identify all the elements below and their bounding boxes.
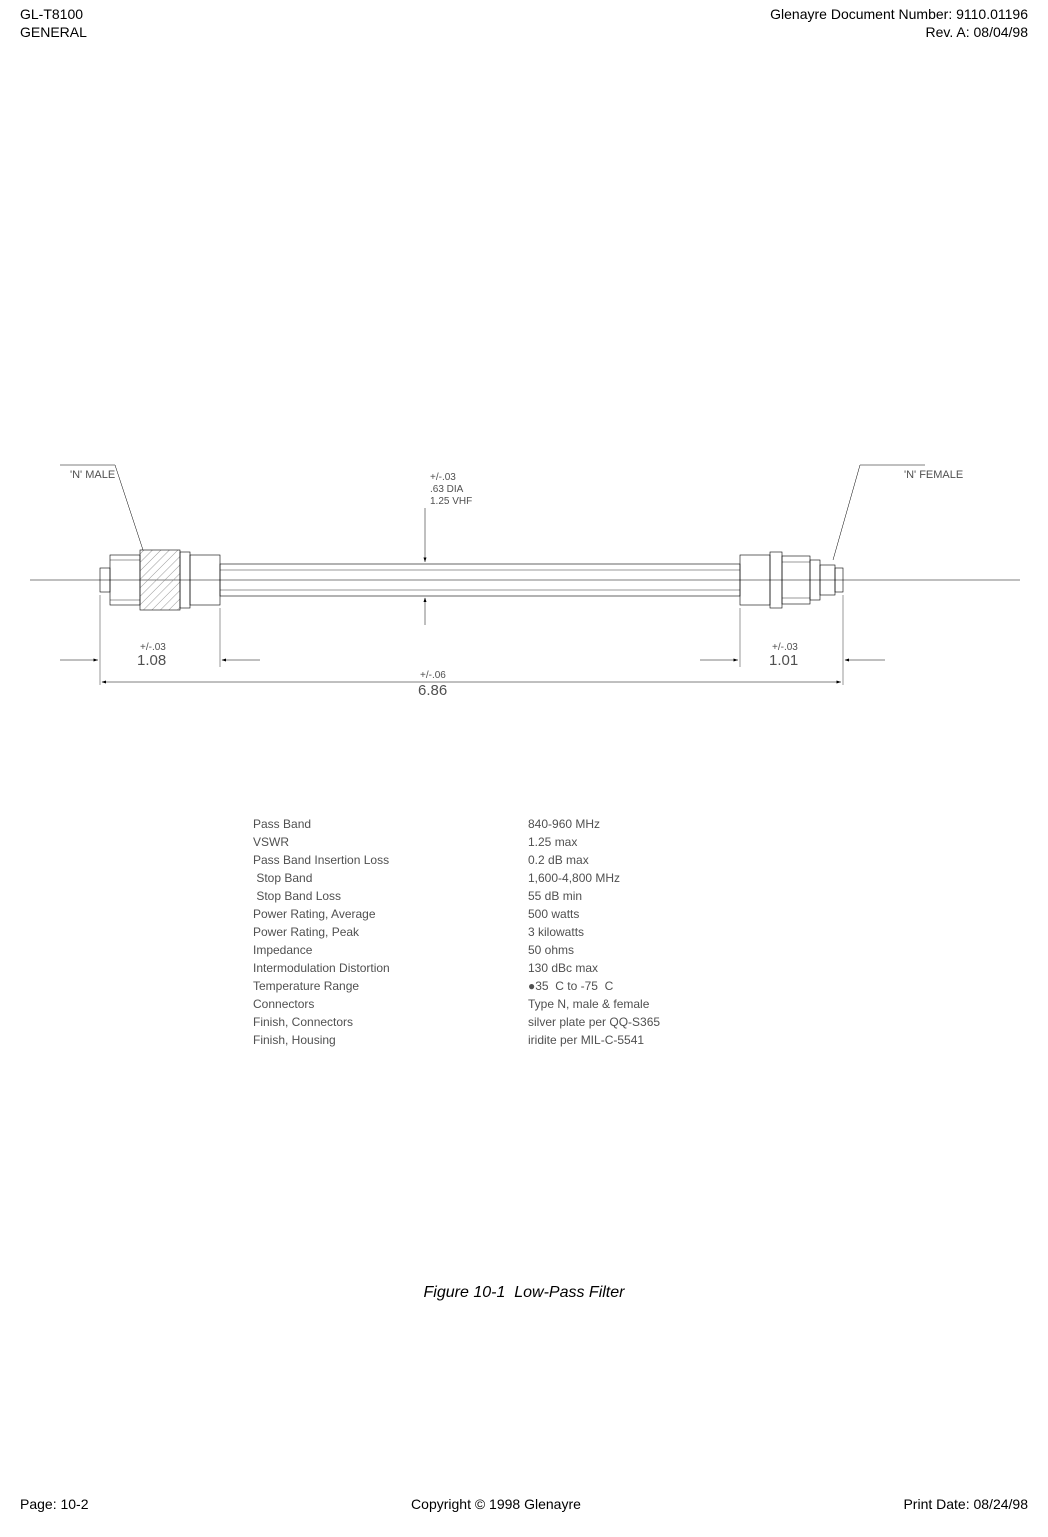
- revision: Rev. A: 08/04/98: [770, 23, 1028, 41]
- spec-row: Pass Band840-960 MHz: [253, 815, 660, 833]
- spec-value: 0.2 dB max: [528, 851, 589, 869]
- spec-label: Power Rating, Peak: [253, 923, 528, 941]
- spec-value: silver plate per QQ-S365: [528, 1013, 660, 1031]
- spec-label: Stop Band Loss: [253, 887, 528, 905]
- spec-row: Pass Band Insertion Loss0.2 dB max: [253, 851, 660, 869]
- spec-label: Impedance: [253, 941, 528, 959]
- spec-value: iridite per MIL-C-5541: [528, 1031, 644, 1049]
- page-footer: Page: 10-2 Copyright © 1998 Glenayre Pri…: [0, 1496, 1048, 1512]
- spec-row: ConnectorsType N, male & female: [253, 995, 660, 1013]
- spec-row: Power Rating, Peak3 kilowatts: [253, 923, 660, 941]
- spec-value: ●35 C to -75 C: [528, 977, 613, 995]
- header-left: GL-T8100 GENERAL: [20, 5, 87, 41]
- connector-left-label: 'N' MALE: [70, 469, 115, 481]
- section-name: GENERAL: [20, 23, 87, 41]
- spec-label: Connectors: [253, 995, 528, 1013]
- spec-table: Pass Band840-960 MHz VSWR1.25 max Pass B…: [253, 815, 660, 1049]
- dim-overall-val: 6.86: [418, 682, 447, 699]
- spec-label: Finish, Connectors: [253, 1013, 528, 1031]
- print-date: Print Date: 08/24/98: [903, 1496, 1028, 1512]
- product-id: GL-T8100: [20, 5, 87, 23]
- spec-row: Intermodulation Distortion130 dBc max: [253, 959, 660, 977]
- dim-overall-tol: +/-.06: [420, 670, 446, 681]
- spec-row: Temperature Range●35 C to -75 C: [253, 977, 660, 995]
- spec-label: Pass Band: [253, 815, 528, 833]
- spec-row: Power Rating, Average500 watts: [253, 905, 660, 923]
- doc-number: Glenayre Document Number: 9110.01196: [770, 5, 1028, 23]
- spec-row: Impedance50 ohms: [253, 941, 660, 959]
- spec-value: 55 dB min: [528, 887, 582, 905]
- dim-right-val: 1.01: [769, 652, 798, 669]
- spec-value: 130 dBc max: [528, 959, 598, 977]
- spec-row: Stop Band Loss55 dB min: [253, 887, 660, 905]
- page-number: Page: 10-2: [20, 1496, 89, 1512]
- spec-value: Type N, male & female: [528, 995, 649, 1013]
- dim-top-vhf: 1.25 VHF: [430, 496, 472, 507]
- spec-value: 1.25 max: [528, 833, 577, 851]
- spec-value: 500 watts: [528, 905, 579, 923]
- dim-left-val: 1.08: [137, 652, 166, 669]
- spec-value: 840-960 MHz: [528, 815, 600, 833]
- dim-top-dia: .63 DIA: [430, 484, 464, 495]
- spec-row: Finish, Housingiridite per MIL-C-5541: [253, 1031, 660, 1049]
- figure-caption: Figure 10-1 Low-Pass Filter: [0, 1284, 1048, 1302]
- page-header: GL-T8100 GENERAL Glenayre Document Numbe…: [0, 5, 1048, 41]
- spec-label: Finish, Housing: [253, 1031, 528, 1049]
- dim-top-tol: +/-.03: [430, 472, 456, 483]
- spec-value: 50 ohms: [528, 941, 574, 959]
- spec-label: Pass Band Insertion Loss: [253, 851, 528, 869]
- spec-label: Intermodulation Distortion: [253, 959, 528, 977]
- spec-label: VSWR: [253, 833, 528, 851]
- copyright: Copyright © 1998 Glenayre: [411, 1496, 581, 1512]
- header-right: Glenayre Document Number: 9110.01196 Rev…: [770, 5, 1028, 41]
- spec-label: Temperature Range: [253, 977, 528, 995]
- connector-right-label: 'N' FEMALE: [904, 469, 963, 481]
- spec-value: 1,600-4,800 MHz: [528, 869, 620, 887]
- spec-label: Stop Band: [253, 869, 528, 887]
- filter-diagram-svg: 'N' MALE 'N' FEMALE +/-.03 .63 DIA 1.25 …: [30, 460, 1020, 720]
- spec-row: Stop Band1,600-4,800 MHz: [253, 869, 660, 887]
- spec-row: VSWR1.25 max: [253, 833, 660, 851]
- spec-row: Finish, Connectorssilver plate per QQ-S3…: [253, 1013, 660, 1031]
- spec-label: Power Rating, Average: [253, 905, 528, 923]
- spec-value: 3 kilowatts: [528, 923, 584, 941]
